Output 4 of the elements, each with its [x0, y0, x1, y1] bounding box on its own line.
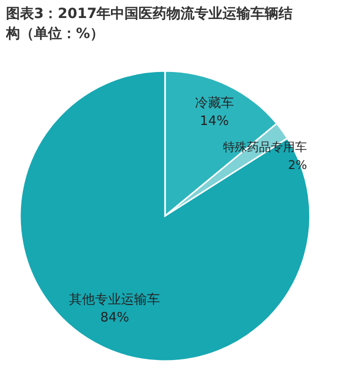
data-label: 14%: [200, 114, 229, 130]
slice-label: 冷藏车: [194, 96, 234, 112]
slice-label: 其他专业运输车: [69, 292, 160, 308]
data-label: 84%: [100, 310, 130, 326]
